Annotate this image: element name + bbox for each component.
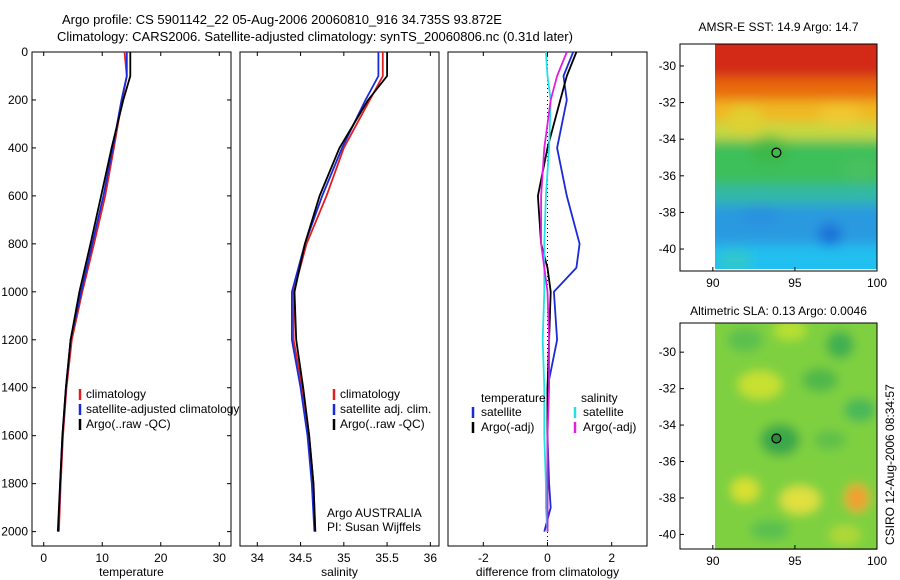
y-tick-label: 1200 (1, 333, 28, 347)
y-tick-label: 0 (21, 45, 28, 59)
y-tick-label: -36 (659, 169, 677, 183)
legend-label: Argo(..raw -QC) (86, 417, 171, 431)
x-axis-label: salinity (321, 565, 358, 579)
legend-label: Argo(..raw -QC) (340, 417, 425, 431)
series-line (540, 52, 568, 532)
series-line (56, 52, 132, 532)
series-line (293, 52, 389, 532)
y-tick-label: 1400 (1, 381, 28, 395)
series-line (290, 52, 380, 532)
x-tick-label: 35.5 (375, 551, 399, 565)
map-title: AMSR-E SST: 14.9 Argo: 14.7 (698, 20, 858, 34)
legend-label: climatology (340, 387, 400, 401)
y-tick-label: -34 (659, 418, 677, 432)
plot-frame (239, 51, 440, 547)
temperature-panel: 0 10 20 30 0 200 400 600 800 1000 1200 1400 1600 1800… (1, 45, 239, 579)
legend-label: Argo(-adj) (481, 420, 534, 434)
plot-frame (31, 51, 232, 547)
series-line (57, 52, 128, 532)
y-tick-label: -30 (659, 59, 677, 73)
y-tick-label: -40 (659, 527, 677, 541)
legend-label: satellite adj. clim. (340, 402, 431, 416)
x-tick-label: 0 (544, 551, 551, 565)
x-tick-label: 100 (867, 276, 887, 290)
legend-label: Argo(-adj) (583, 420, 636, 434)
y-tick-label: 200 (8, 93, 28, 107)
y-tick-label: 400 (8, 141, 28, 155)
x-axis-label: difference from climatology (476, 565, 619, 579)
y-tick-label: -32 (659, 382, 677, 396)
y-tick-label: -30 (659, 345, 677, 359)
x-tick-label: 20 (154, 551, 168, 565)
legend-label: satellite-adjusted climatology (86, 402, 239, 416)
salinity-panel: 34 34.5 35 35.5 36 salinity climatologysatelli… (239, 51, 440, 579)
sla-field (715, 323, 877, 550)
y-tick-label: 1800 (1, 477, 28, 491)
figure-title-line-2: Climatology: CARS2006. Satellite-adjuste… (57, 29, 573, 44)
y-tick-label: -32 (659, 96, 677, 110)
sla-map-panel: Altimetric SLA: 0.13 Argo: 0.0046 90 95 100… (659, 304, 888, 568)
legend-title: temperature (481, 391, 546, 405)
legend-label: satellite (583, 405, 624, 419)
x-tick-label: 100 (867, 554, 887, 568)
x-tick-label: 30 (213, 551, 227, 565)
y-tick-label: 1600 (1, 429, 28, 443)
x-tick-label: 95 (788, 276, 802, 290)
argo-position-marker (771, 147, 782, 158)
x-tick-label: 10 (96, 551, 110, 565)
x-tick-label: 35 (337, 551, 351, 565)
argo-owner-label: Argo AUSTRALIA (327, 506, 422, 520)
figure-title-line-1: Argo profile: CS 5901142_22 05-Aug-2006 … (62, 12, 502, 27)
pi-label: PI: Susan Wijffels (327, 520, 421, 534)
legend-title: salinity (581, 391, 618, 405)
x-tick-label: 34 (251, 551, 265, 565)
x-tick-label: 36 (424, 551, 438, 565)
y-tick-label: -34 (659, 132, 677, 146)
legend-label: satellite (481, 405, 522, 419)
y-tick-label: 600 (8, 189, 28, 203)
x-axis-label: temperature (99, 565, 164, 579)
x-tick-label: 2 (608, 551, 615, 565)
timestamp-stamp: CSIRO 12-Aug-2006 08:34:57 (883, 384, 897, 545)
x-tick-label: 34.5 (289, 551, 313, 565)
x-tick-label: 95 (788, 554, 802, 568)
legend-label: climatology (86, 387, 146, 401)
x-tick-label: 90 (706, 554, 720, 568)
y-tick-label: -36 (659, 455, 677, 469)
y-tick-label: 800 (8, 237, 28, 251)
x-tick-label: 90 (706, 276, 720, 290)
sst-field (715, 44, 877, 269)
x-tick-label: -2 (478, 551, 489, 565)
map-title: Altimetric SLA: 0.13 Argo: 0.0046 (690, 304, 867, 318)
series-line (543, 52, 581, 532)
y-tick-label: -40 (659, 242, 677, 256)
y-tick-label: -38 (659, 491, 677, 505)
series-line (292, 52, 384, 532)
argo-position-marker (771, 433, 782, 444)
y-tick-label: -38 (659, 205, 677, 219)
sst-map-panel: AMSR-E SST: 14.9 Argo: 14.7 90 95 100 -30 -32… (659, 20, 888, 290)
y-tick-label: 2000 (1, 525, 28, 539)
x-tick-label: 0 (40, 551, 47, 565)
y-tick-label: 1000 (1, 285, 28, 299)
